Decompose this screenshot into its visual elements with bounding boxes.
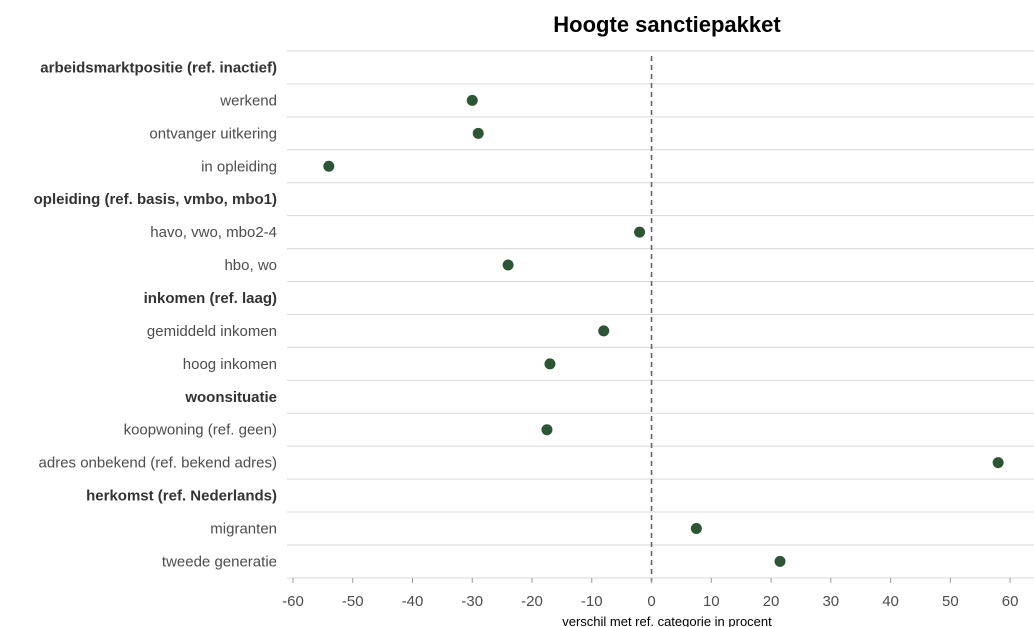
data-point	[544, 358, 556, 370]
x-tick-label: -40	[402, 593, 424, 610]
data-point	[598, 325, 610, 337]
category-label: hbo, wo	[224, 257, 277, 274]
data-point	[634, 226, 646, 238]
x-tick-label: 30	[822, 593, 839, 610]
x-tick-label: 40	[882, 593, 899, 610]
x-tick-label: 10	[703, 593, 720, 610]
x-tick-label: -20	[521, 593, 543, 610]
group-header-label: opleiding (ref. basis, vmbo, mbo1)	[34, 191, 277, 208]
category-label: adres onbekend (ref. bekend adres)	[39, 455, 277, 472]
category-label: gemiddeld inkomen	[147, 323, 277, 340]
group-header-label: inkomen (ref. laag)	[144, 290, 277, 307]
data-point	[472, 127, 484, 139]
group-header-label: arbeidsmarktpositie (ref. inactief)	[40, 59, 277, 76]
x-tick-label: -50	[342, 593, 364, 610]
category-label: tweede generatie	[162, 553, 277, 570]
data-point	[690, 522, 702, 534]
x-axis-title: verschil met ref. categorie in procent	[562, 614, 772, 627]
category-label: in opleiding	[201, 158, 277, 175]
x-axis: -60 -50 -40 -30 -20 -10 0 10 20 30 40 50 60	[282, 577, 1019, 610]
x-tick-label: 50	[942, 593, 959, 610]
x-tick-label: 0	[647, 593, 655, 610]
category-label: migranten	[210, 520, 277, 537]
chart-title: Hoogte sanctiepakket	[553, 12, 781, 37]
group-header-label: woonsituatie	[184, 389, 277, 406]
category-label: werkend	[219, 92, 277, 109]
data-point	[774, 555, 786, 567]
data-point	[466, 94, 478, 106]
x-tick-label: -60	[282, 593, 304, 610]
category-label: ontvanger uitkering	[149, 125, 277, 142]
data-point	[502, 259, 514, 271]
row-lines	[287, 50, 1034, 579]
row-labels: arbeidsmarktpositie (ref. inactief) werke…	[34, 59, 277, 570]
category-label: havo, vwo, mbo2-4	[150, 224, 277, 241]
category-label: koopwoning (ref. geen)	[124, 422, 277, 439]
x-tick-label: 20	[763, 593, 780, 610]
x-tick-label: 60	[1002, 593, 1019, 610]
data-points	[323, 94, 1004, 567]
x-tick-label: -10	[581, 593, 603, 610]
data-point	[992, 457, 1004, 469]
group-header-label: herkomst (ref. Nederlands)	[86, 488, 277, 505]
data-point	[323, 160, 335, 172]
data-point	[541, 424, 553, 436]
x-tick-label: -30	[461, 593, 483, 610]
category-label: hoog inkomen	[183, 356, 277, 373]
